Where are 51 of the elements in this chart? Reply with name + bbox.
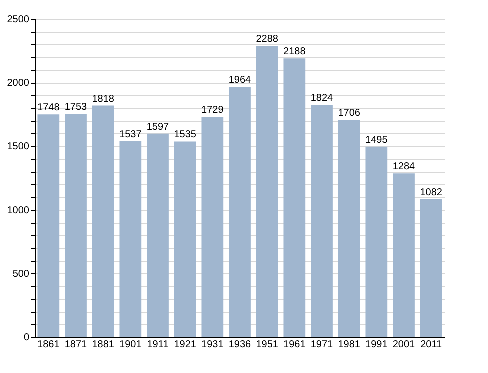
data-label: 1964 [228, 75, 252, 86]
data-label: 1284 [392, 162, 416, 173]
data-label: 1748 [38, 102, 60, 114]
x-tick-label: 1981 [338, 340, 361, 350]
data-label: 1537 [120, 129, 142, 140]
x-tick-label: 1991 [366, 340, 388, 350]
bar [38, 114, 60, 337]
y-tick-label: 2500 [7, 14, 30, 26]
bar [420, 199, 442, 337]
x-tick-label: 1921 [174, 340, 197, 350]
x-tick-label: 1936 [228, 340, 252, 350]
bar [229, 87, 251, 337]
data-label: 1824 [310, 92, 334, 104]
bar [202, 117, 224, 337]
bar [366, 146, 388, 337]
bar [393, 174, 415, 337]
x-tick-label: 2011 [420, 340, 443, 350]
x-tick-label: 1971 [310, 340, 334, 350]
data-label: 1495 [366, 134, 388, 146]
y-tick-label: 1500 [7, 142, 30, 153]
y-tick-label: 2000 [7, 78, 30, 90]
x-tick-label: 1881 [92, 340, 115, 350]
x-tick-label: 1871 [64, 340, 88, 350]
data-label: 1082 [420, 187, 443, 198]
data-label: 1753 [64, 102, 88, 114]
y-tick-label: 1000 [7, 205, 30, 216]
x-tick-label: 1901 [120, 340, 142, 350]
data-label: 1706 [338, 108, 361, 119]
bar [65, 114, 87, 337]
data-label: 1729 [202, 105, 224, 116]
x-tick-label: 1861 [38, 340, 60, 350]
data-label: 1535 [174, 130, 197, 141]
x-tick-label: 1951 [256, 340, 279, 350]
data-label: 2288 [256, 34, 279, 45]
bar [256, 46, 278, 337]
data-label: 2188 [284, 46, 306, 58]
bar [311, 104, 333, 337]
data-label: 1597 [146, 122, 170, 133]
x-tick-label: 1911 [147, 340, 170, 350]
bar [120, 141, 142, 337]
bar [147, 134, 169, 337]
x-tick-label: 2001 [392, 340, 416, 350]
bar [92, 106, 114, 337]
y-tick-label: 0 [24, 332, 30, 344]
bar [284, 58, 306, 337]
x-tick-label: 1961 [284, 340, 306, 350]
data-label: 1818 [92, 94, 115, 105]
bar [174, 142, 196, 337]
y-tick-label: 500 [12, 268, 30, 280]
bar [338, 120, 360, 337]
x-tick-label: 1931 [202, 340, 224, 350]
